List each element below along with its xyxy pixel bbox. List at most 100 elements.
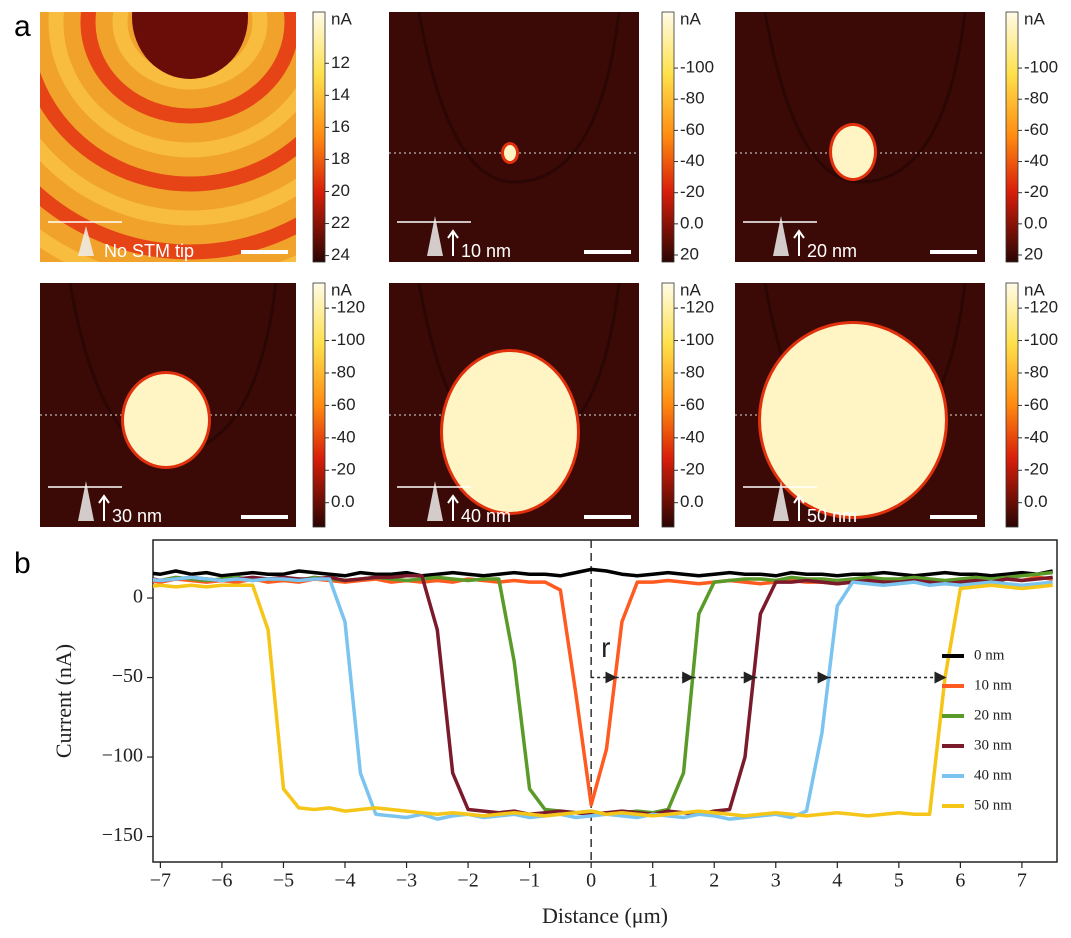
colorbar-tick-label: 0.0 xyxy=(1024,492,1048,511)
plot-frame xyxy=(152,539,1058,863)
radius-label: r xyxy=(601,632,610,663)
shadow xyxy=(417,12,621,184)
stm-tip xyxy=(773,216,789,256)
colorbar-tick-label: -80 xyxy=(680,89,705,108)
colorbar-tick-label: -120 xyxy=(331,298,365,317)
colorbar-tick-label: -100 xyxy=(680,330,714,349)
colorbar-tick-label: -20 xyxy=(1024,460,1049,479)
colorbar-tick-label: -60 xyxy=(1024,120,1049,139)
colorbar-unit: nA xyxy=(1024,280,1045,299)
stripe xyxy=(48,12,296,158)
colorbar-tick-label: 0.0 xyxy=(1024,213,1048,232)
colorbar-unit: nA xyxy=(331,280,352,299)
colorbar-tick-label: -80 xyxy=(1024,89,1049,108)
current-map xyxy=(735,283,985,527)
colorbar-tick-label: -100 xyxy=(680,58,714,77)
colorbar-tick-label: -80 xyxy=(680,362,705,381)
stm-tip xyxy=(427,216,443,256)
colorbar-tick-label: -60 xyxy=(1024,395,1049,414)
legend-label: 30 nm xyxy=(974,737,1012,753)
y-axis-label: Current (nA) xyxy=(51,644,76,758)
colorbar-tick-label: 12 xyxy=(331,53,350,72)
lift-arrow xyxy=(793,494,805,521)
x-tick-label: −6 xyxy=(211,870,232,892)
current-map xyxy=(40,283,296,527)
x-tick-label: −1 xyxy=(519,870,540,892)
colorbar xyxy=(661,282,675,528)
colorbar-tick-label: -20 xyxy=(331,460,356,479)
colorbar-tick-label: -100 xyxy=(331,330,365,349)
colorbar-tick-label: -40 xyxy=(1024,151,1049,170)
panel-label: a xyxy=(14,10,31,43)
current-map xyxy=(40,12,296,262)
colorbar-tick-label: -40 xyxy=(680,427,705,446)
bright-spot xyxy=(443,352,577,512)
map-caption: 10 nm xyxy=(461,241,511,261)
dark-region xyxy=(132,12,248,79)
map-caption: 40 nm xyxy=(461,506,511,526)
x-axis-label: Distance (μm) xyxy=(542,903,668,928)
series-line xyxy=(153,575,1053,821)
line-chart: −7 −6 −5 −4 −3 −2 −1 0 1 2 3 4 5 6 7 −150 −100 −50 0 Distan… xyxy=(51,539,1058,928)
legend-label: 0 nm xyxy=(974,647,1005,663)
colorbar-unit: nA xyxy=(331,9,352,28)
colorbar-tick-label: -80 xyxy=(1024,362,1049,381)
bright-spot xyxy=(761,324,945,516)
lift-arrow xyxy=(447,229,459,256)
y-tick-label: 0 xyxy=(133,586,143,608)
colorbar-tick-label: 24 xyxy=(331,245,350,264)
bright-spot xyxy=(832,126,874,178)
legend-label: 40 nm xyxy=(974,767,1012,783)
map-caption: No STM tip xyxy=(104,241,194,261)
stm-tip xyxy=(773,481,789,521)
colorbar-tick-label: 20 xyxy=(331,181,350,200)
x-tick-label: 4 xyxy=(832,870,842,892)
current-map xyxy=(389,283,639,527)
lift-arrow xyxy=(447,494,459,521)
x-tick-label: 2 xyxy=(709,870,719,892)
colorbar xyxy=(661,11,675,263)
colorbar-tick-label: -100 xyxy=(1024,58,1058,77)
map-caption: 30 nm xyxy=(112,506,162,526)
legend-label: 10 nm xyxy=(974,677,1012,693)
stripe xyxy=(40,71,296,192)
y-tick-label: −100 xyxy=(102,745,143,767)
colorbar-tick-label: 18 xyxy=(331,149,350,168)
colorbar-tick-label: 0.0 xyxy=(680,492,704,511)
x-tick-label: 6 xyxy=(955,870,965,892)
map-caption: 20 nm xyxy=(807,241,857,261)
y-tick-label: −50 xyxy=(112,665,143,687)
colorbar-tick-label: -20 xyxy=(680,460,705,479)
x-tick-label: −5 xyxy=(273,870,294,892)
colorbar-tick-label: -80 xyxy=(331,362,356,381)
colorbar-tick-label: 0.0 xyxy=(680,213,704,232)
plot-area xyxy=(153,567,1054,821)
stripe xyxy=(40,186,296,260)
lift-arrow xyxy=(98,494,110,521)
colorbar-tick-label: -100 xyxy=(1024,330,1058,349)
colorbar xyxy=(1005,11,1019,263)
current-map xyxy=(735,12,985,262)
colorbar-tick-label: 22 xyxy=(331,213,350,232)
colorbar-tick-label: 0.0 xyxy=(331,492,355,511)
stm-tip xyxy=(427,481,443,521)
colorbar-tick-label: 20 xyxy=(1024,244,1043,263)
x-tick-label: 7 xyxy=(1017,870,1027,892)
colorbar-tick-label: -60 xyxy=(680,120,705,139)
colorbar-tick-label: -120 xyxy=(680,298,714,317)
y-tick-label: −150 xyxy=(102,824,143,846)
x-tick-label: 5 xyxy=(894,870,904,892)
stripe xyxy=(40,138,296,226)
colorbar-unit: nA xyxy=(680,9,701,28)
x-tick-label: 3 xyxy=(771,870,781,892)
x-tick-label: −4 xyxy=(334,870,355,892)
x-tick-label: −3 xyxy=(396,870,417,892)
colorbar-tick-label: -40 xyxy=(331,427,356,446)
bright-spot xyxy=(124,374,208,466)
x-tick-label: −2 xyxy=(457,870,478,892)
stm-tip xyxy=(78,226,94,256)
map-caption: 50 nm xyxy=(807,506,857,526)
colorbar xyxy=(312,11,326,263)
colorbar-tick-label: 14 xyxy=(331,85,350,104)
